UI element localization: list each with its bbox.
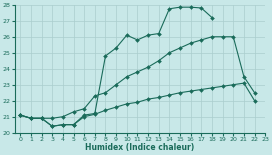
X-axis label: Humidex (Indice chaleur): Humidex (Indice chaleur): [85, 143, 195, 152]
